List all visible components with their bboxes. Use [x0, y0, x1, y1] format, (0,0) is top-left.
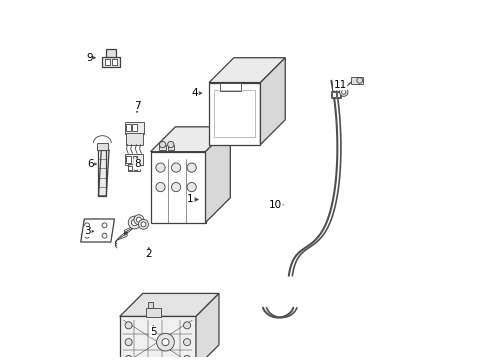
Polygon shape [98, 150, 109, 196]
Bar [126, 156, 131, 163]
Bar [214, 90, 255, 138]
Text: 6: 6 [87, 159, 93, 169]
Text: 2: 2 [145, 249, 152, 260]
Bar [105, 49, 116, 57]
Circle shape [159, 141, 165, 148]
Text: 9: 9 [86, 53, 92, 63]
Text: 8: 8 [134, 159, 140, 169]
Circle shape [156, 333, 174, 351]
Bar [126, 124, 131, 131]
Bar [350, 77, 363, 84]
Circle shape [183, 339, 190, 346]
Text: 10: 10 [268, 200, 282, 210]
Polygon shape [205, 127, 230, 222]
Polygon shape [260, 58, 285, 145]
Bar [133, 156, 137, 163]
Bar [102, 57, 120, 67]
Bar [98, 150, 106, 196]
Bar [150, 152, 205, 222]
Text: 11: 11 [333, 80, 346, 90]
Circle shape [183, 355, 190, 360]
Circle shape [339, 88, 347, 96]
Bar [120, 316, 196, 360]
Polygon shape [81, 219, 114, 242]
Bar [125, 133, 143, 145]
Bar [146, 308, 160, 317]
Circle shape [131, 219, 138, 226]
Bar [332, 93, 335, 97]
Bar [209, 82, 260, 145]
Circle shape [167, 141, 174, 148]
Bar [133, 166, 137, 170]
Text: 5: 5 [150, 327, 156, 337]
Circle shape [171, 163, 181, 172]
Circle shape [138, 219, 148, 229]
Circle shape [128, 216, 141, 229]
Bar [148, 302, 152, 308]
Text: 1: 1 [187, 194, 194, 204]
Text: 4: 4 [191, 88, 198, 98]
Polygon shape [209, 58, 285, 82]
Circle shape [134, 215, 143, 225]
Bar [97, 143, 108, 150]
Bar [124, 154, 143, 165]
Bar [336, 93, 340, 97]
Circle shape [171, 183, 181, 192]
Circle shape [136, 217, 141, 222]
Bar [112, 59, 117, 65]
Bar [128, 166, 132, 170]
Circle shape [125, 355, 132, 360]
Polygon shape [120, 293, 219, 316]
Text: 3: 3 [84, 226, 91, 237]
Polygon shape [196, 293, 219, 360]
Text: 7: 7 [134, 100, 140, 111]
Bar [127, 164, 140, 171]
Polygon shape [150, 127, 230, 152]
Circle shape [162, 339, 169, 346]
Bar [132, 124, 137, 131]
Circle shape [187, 183, 196, 192]
Circle shape [156, 183, 165, 192]
Circle shape [141, 222, 145, 227]
Bar [331, 91, 341, 99]
Circle shape [341, 90, 345, 94]
Bar [219, 82, 241, 91]
Circle shape [125, 322, 132, 329]
Bar [159, 145, 165, 150]
Circle shape [156, 163, 165, 172]
Circle shape [187, 163, 196, 172]
Bar [167, 145, 174, 150]
Bar [124, 122, 144, 134]
Circle shape [183, 322, 190, 329]
Bar [104, 59, 110, 65]
Circle shape [125, 339, 132, 346]
